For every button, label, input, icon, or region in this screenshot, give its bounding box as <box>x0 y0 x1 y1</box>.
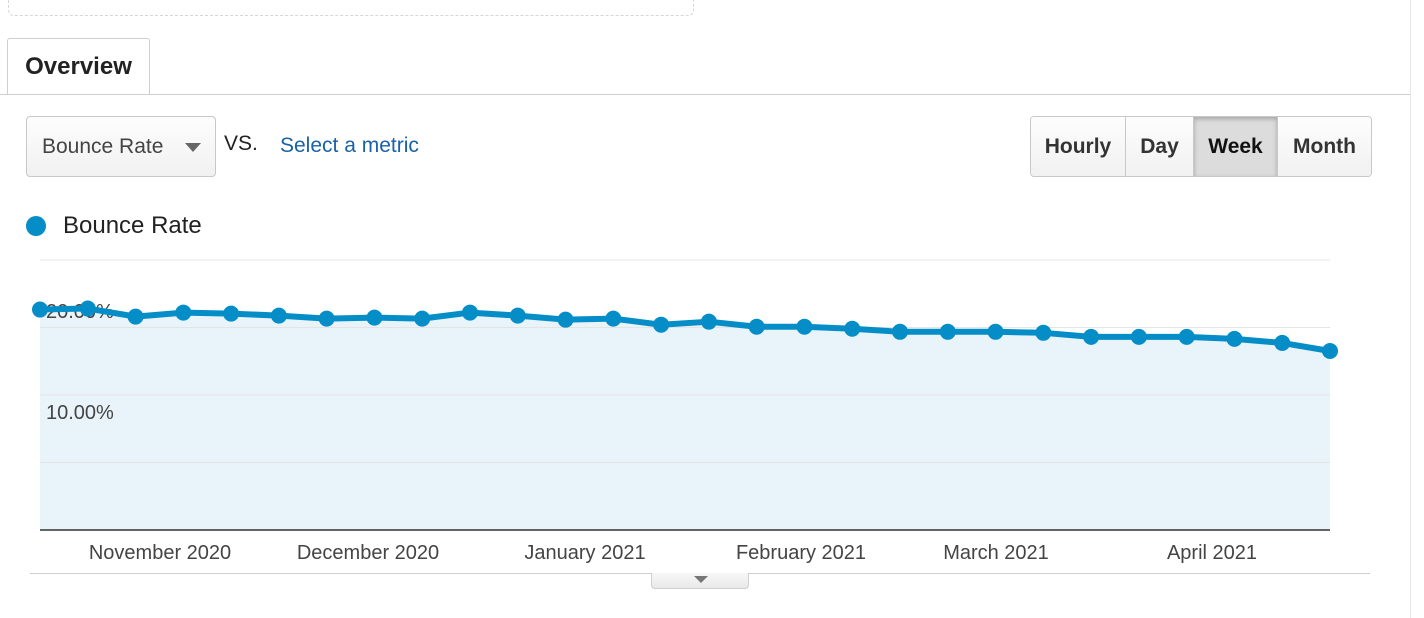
data-point <box>1130 328 1147 345</box>
series-line <box>39 305 1331 354</box>
data-point <box>414 310 431 327</box>
data-point <box>892 323 908 340</box>
range-month-button[interactable]: Month <box>1277 117 1371 176</box>
data-point <box>1274 334 1291 351</box>
data-point <box>796 318 813 335</box>
data-point <box>1035 324 1052 341</box>
legend-label: Bounce Rate <box>63 212 202 239</box>
range-week-button[interactable]: Week <box>1193 117 1277 176</box>
tab-overview[interactable]: Overview <box>7 38 150 95</box>
data-point <box>79 300 96 317</box>
right-divider <box>1410 0 1411 618</box>
data-point <box>223 305 240 322</box>
data-point <box>1083 328 1100 345</box>
x-tick-label: November 2020 <box>89 542 231 564</box>
y-tick-label: 10.00% <box>46 402 114 424</box>
data-point <box>1178 328 1195 345</box>
vs-label: VS. <box>224 132 258 155</box>
data-point <box>270 307 287 324</box>
data-point <box>939 323 956 340</box>
x-tick-label: December 2020 <box>297 542 439 564</box>
data-point <box>509 307 526 324</box>
tab-divider <box>0 94 1410 95</box>
metric-dropdown-value: Bounce Rate <box>42 134 164 158</box>
collapse-chart-button[interactable] <box>651 573 749 589</box>
select-metric-link[interactable]: Select a metric <box>280 134 419 157</box>
data-point <box>844 320 861 337</box>
legend-dot-icon <box>26 216 46 236</box>
area-fill <box>40 308 1330 530</box>
top-panel-edge <box>8 0 694 16</box>
chevron-down-icon <box>694 576 708 583</box>
data-point <box>653 316 670 333</box>
range-day-button[interactable]: Day <box>1125 117 1193 176</box>
metric-dropdown[interactable]: Bounce Rate <box>26 116 216 177</box>
range-hourly-button[interactable]: Hourly <box>1031 117 1125 176</box>
time-range-toggle: Hourly Day Week Month <box>1030 116 1372 177</box>
x-tick-label: March 2021 <box>943 542 1049 564</box>
data-point <box>557 311 574 328</box>
bounce-rate-chart: 20.00%10.00%November 2020 December 2020 Ja… <box>32 259 1338 564</box>
caret-down-icon <box>185 143 201 152</box>
x-tick-label: February 2021 <box>736 542 866 564</box>
data-point <box>366 309 383 326</box>
data-point <box>175 304 192 321</box>
data-point <box>987 323 1004 340</box>
x-tick-label: January 2021 <box>524 542 645 564</box>
data-point <box>127 308 144 325</box>
data-point <box>32 301 48 318</box>
data-point <box>1322 343 1338 360</box>
x-tick-label: April 2021 <box>1167 542 1257 564</box>
data-point <box>318 310 335 327</box>
data-point <box>700 313 717 330</box>
data-point <box>1226 330 1243 347</box>
chart-legend: Bounce Rate <box>26 212 202 240</box>
data-point <box>462 304 478 321</box>
data-point <box>605 310 622 327</box>
data-point <box>748 318 765 335</box>
